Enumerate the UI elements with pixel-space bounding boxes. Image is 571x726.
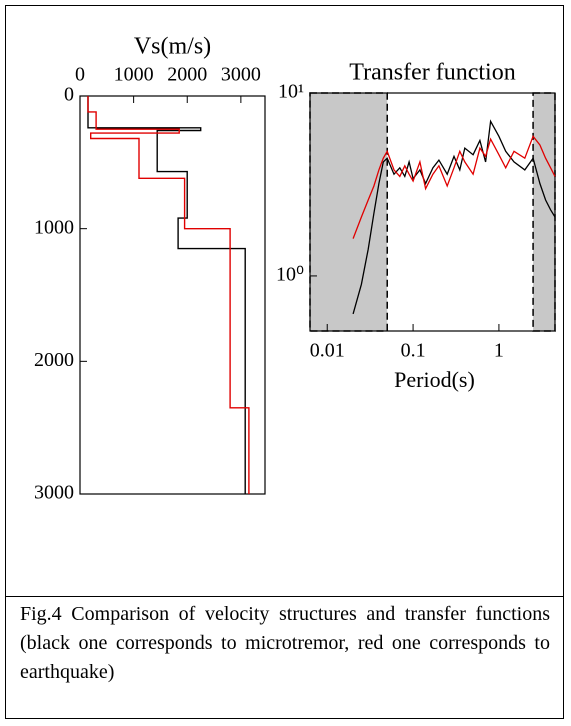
velocity-profile <box>87 96 246 494</box>
y-tick-label: 3000 <box>34 482 74 504</box>
divider <box>5 596 564 597</box>
transfer-curve <box>352 119 556 315</box>
x-axis-label: Period(s) <box>394 367 475 392</box>
x-tick-label: 1000 <box>114 64 154 86</box>
figure: Vs(m/s) 0 1000 2000 3000 0 1000 2000 3000 Transfe… <box>34 34 556 504</box>
plot-frame <box>309 92 556 332</box>
transfer-curve <box>352 134 556 239</box>
velocity-profile <box>87 96 250 494</box>
y-tick-label: 2000 <box>34 349 74 371</box>
x-tick-label: 3000 <box>221 64 261 86</box>
caption: Fig.4 Comparison of velocity structures … <box>20 603 550 683</box>
x-tick-label: 0.01 <box>310 340 345 362</box>
plot-frame <box>79 95 266 495</box>
y-tick-label: 10⁰ <box>276 264 304 286</box>
y-tick-label: 1000 <box>34 216 74 238</box>
x-tick-label: 1 <box>494 340 504 362</box>
chart-title: Transfer function <box>349 60 515 86</box>
y-tick-label: 10¹ <box>278 81 304 103</box>
chart-title: Vs(m/s) <box>134 34 211 60</box>
shaded-range <box>309 92 388 332</box>
y-tick-label: 0 <box>64 84 74 106</box>
figure-frame <box>5 5 564 719</box>
x-tick-label: 2000 <box>167 64 207 86</box>
x-tick-label: 0.1 <box>401 340 426 362</box>
x-tick-label: 0 <box>75 64 85 86</box>
